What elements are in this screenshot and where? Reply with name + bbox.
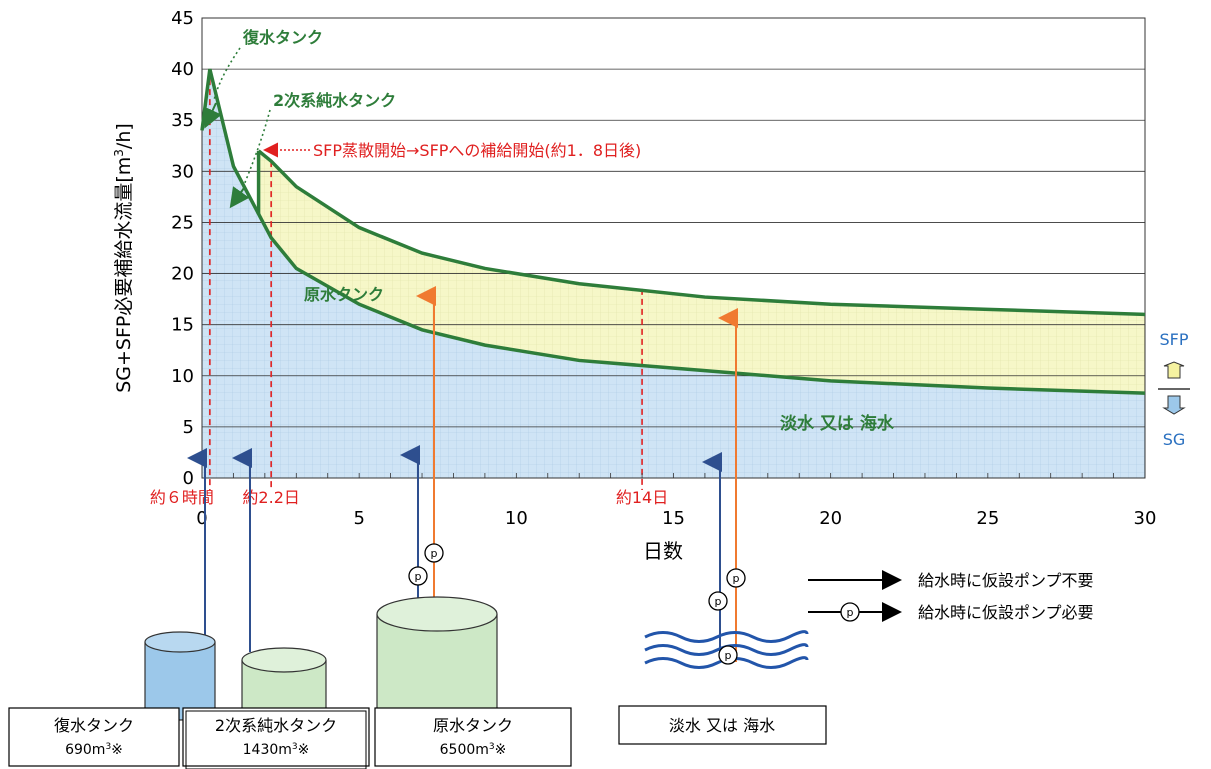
pump-symbol-text: p — [415, 570, 422, 583]
y-tick-label: 5 — [183, 417, 194, 438]
annotation-secondary: 2次系純水タンク — [273, 91, 396, 110]
x-tick-label: 15 — [662, 508, 685, 529]
pump-symbol-text: p — [725, 649, 732, 662]
x-axis: 0 5 10 15 20 25 30 — [196, 473, 1156, 529]
legend-no-pump-label: 給水時に仮設ポンプ不要 — [918, 571, 1094, 590]
x-axis-label: 日数 — [643, 539, 683, 563]
pump-icon — [424, 543, 444, 563]
y-tick-label: 30 — [171, 161, 194, 182]
source-capacity-condensate: 690m3※ — [65, 742, 123, 758]
pump-icon — [708, 591, 728, 611]
sg-sfp-series-line — [257, 149, 1146, 317]
y-axis-label: SG+SFP必要補給水流量[m3/h] — [112, 123, 135, 393]
legend-pump-symbol: p — [847, 606, 854, 619]
pump-icon — [726, 568, 746, 588]
source-name-raw: 原水タンク — [433, 716, 513, 735]
annotation-sfp-start: SFP蒸散開始→SFPへの補給開始(約1．8日後) — [313, 141, 641, 160]
pump-symbol-text: p — [733, 572, 740, 585]
y-tick-label: 35 — [171, 110, 194, 131]
pump-symbol-text: p — [715, 595, 722, 608]
y-tick-label: 40 — [171, 59, 194, 80]
band-label-sg: SG — [1163, 430, 1186, 449]
annotation-fresh: 淡水 又は 海水 — [780, 413, 895, 434]
sfp-up-arrow-icon — [1163, 361, 1185, 379]
annotation-condensate: 復水タンク — [242, 28, 323, 47]
y-tick-label: 10 — [171, 366, 194, 387]
x-tick-label: 0 — [196, 508, 207, 529]
y-tick-label: 15 — [171, 315, 194, 336]
sg-down-arrow-icon — [1162, 395, 1186, 415]
legend-pump-label: 給水時に仮設ポンプ必要 — [918, 603, 1094, 622]
source-capacity-raw: 6500m3※ — [440, 742, 507, 758]
pump-icon — [408, 566, 428, 586]
source-name-condensate: 復水タンク — [54, 716, 134, 735]
annotation-raw: 原水タンク — [304, 285, 384, 304]
y-axis-label-sup: 3 — [112, 149, 126, 157]
y-axis-label-tail: /h] — [113, 123, 135, 149]
x-tick-label: 10 — [505, 508, 528, 529]
y-tick-label: 25 — [171, 212, 194, 233]
vertical-marker-label: 約６時間 — [150, 488, 214, 507]
source-box-condensate: 復水タンク 690m3※ — [8, 707, 180, 767]
annotation-secondary-arrow — [229, 186, 250, 209]
legend: 給水時に仮設ポンプ不要 p 給水時に仮設ポンプ必要 — [808, 570, 1094, 622]
source-name-secondary: 2次系純水タンク — [215, 716, 337, 735]
x-tick-label: 5 — [353, 508, 364, 529]
y-axis: 0 5 10 15 20 25 30 35 40 45 — [171, 8, 194, 489]
x-tick-label: 20 — [819, 508, 842, 529]
vertical-marker-label: 約2.2日 — [242, 488, 299, 507]
raw-tank-icon — [376, 596, 498, 736]
source-capacity-secondary: 1430m3※ — [243, 742, 310, 758]
band-label-sfp: SFP — [1159, 330, 1188, 349]
y-axis-label-main: SG+SFP必要補給水流量[m — [113, 157, 135, 393]
pump-symbol-text: p — [431, 547, 438, 560]
vertical-marker-label: 約14日 — [616, 488, 668, 507]
sg-series-line — [200, 68, 1146, 395]
sfp-area — [258, 150, 1146, 394]
source-name-fresh: 淡水 又は 海水 — [669, 716, 775, 735]
annotation-condensate-leader — [213, 47, 241, 101]
condensate-tank-icon — [144, 631, 216, 721]
source-box-fresh: 淡水 又は 海水 — [618, 705, 827, 745]
pump-icon — [718, 645, 738, 665]
y-tick-label: 20 — [171, 264, 194, 285]
pump-symbols: p p p p — [408, 543, 746, 611]
source-box-secondary: 2次系純水タンク 1430m3※ — [182, 707, 370, 769]
y-tick-label: 0 — [183, 468, 194, 489]
legend-pump-icon — [840, 602, 860, 622]
x-tick-label: 25 — [976, 508, 999, 529]
annotation-condensate-arrow — [203, 102, 222, 129]
x-tick-label: 30 — [1134, 508, 1157, 529]
vertical-markers: 約６時間 約2.2日 約14日 — [150, 69, 668, 507]
source-box-raw: 原水タンク 6500m3※ — [374, 707, 572, 767]
y-tick-label: 45 — [171, 8, 194, 29]
